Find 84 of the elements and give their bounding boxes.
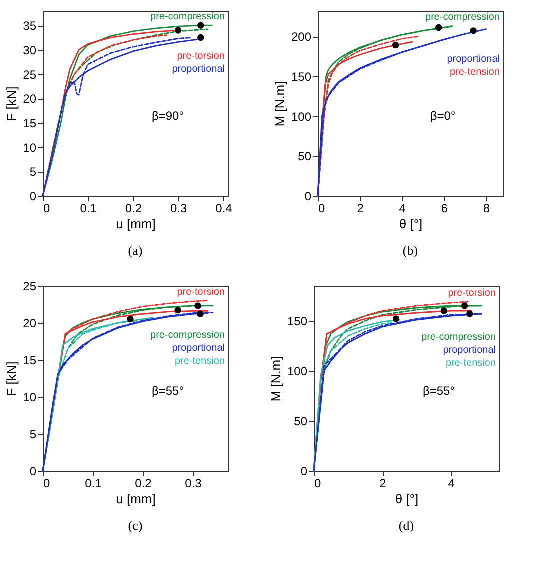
x-axis-title: θ [°]: [399, 216, 423, 232]
text: proportional: [443, 345, 496, 356]
text: proportional: [172, 64, 225, 76]
y-tick-label: 200: [291, 30, 312, 44]
y-tick-label: 100: [287, 364, 308, 378]
text: proportional: [172, 342, 225, 354]
series-label: pre-torsion: [448, 288, 496, 299]
x-axis-title: θ [°]: [395, 492, 419, 506]
y-tick-label: 150: [291, 70, 312, 84]
y-tick-label: 10: [23, 140, 37, 155]
y-tick-label: 10: [23, 390, 37, 404]
x-tick-label: 2: [357, 202, 364, 216]
text: pre-torsion: [177, 51, 225, 62]
text: (b): [402, 243, 418, 258]
y-tick-label: 20: [23, 316, 37, 330]
x-axis-title: u [mm]: [116, 492, 156, 506]
point: [440, 308, 448, 314]
point: [198, 22, 204, 29]
y-tick-label: 0: [30, 190, 37, 204]
x-tick-label: 0.1: [80, 202, 98, 216]
y-tick-label: 50: [298, 150, 312, 164]
y-tick-label: 25: [23, 68, 37, 82]
y-tick-label: 15: [23, 354, 37, 368]
y-tick-label: 0: [304, 190, 312, 204]
series-label: proportional: [447, 54, 500, 66]
x-tick-label: 0.1: [85, 476, 102, 490]
text: pre-compression: [422, 332, 496, 343]
y-tick-label: 150: [287, 314, 308, 328]
point: [461, 302, 468, 310]
y-tick-label: 15: [23, 116, 37, 130]
y-axis-title: F [kN]: [4, 86, 20, 122]
y-tick-label: 0: [30, 464, 37, 478]
y-axis-title: F [kN]: [4, 362, 20, 396]
y-axis-title: M [N.m]: [272, 81, 288, 127]
y-tick-label: 20: [23, 92, 37, 106]
point: [197, 310, 204, 318]
text: pre-tension: [174, 356, 225, 367]
x-tick-label: 4: [448, 476, 456, 490]
x-tick-label: 0: [44, 202, 50, 216]
x-tick-label: 6: [441, 202, 448, 216]
annotation: β=55°: [422, 384, 456, 398]
point: [392, 42, 400, 49]
x-tick-label: 0.4: [216, 202, 233, 216]
annotation: β=0°: [430, 109, 456, 123]
text: pre-tension: [450, 67, 500, 78]
x-tick-label: 4: [399, 202, 406, 216]
x-tick-label: 0: [314, 476, 322, 490]
annotation: β=55°: [152, 384, 184, 398]
point: [392, 316, 400, 322]
annotation: β=90°: [152, 109, 184, 123]
y-axis-title: M [N.m]: [268, 356, 284, 402]
x-tick-label: 0.2: [125, 202, 142, 216]
y-tick-label: 50: [294, 414, 308, 428]
y-tick-label: 5: [30, 428, 37, 442]
text: pre-compression: [150, 330, 225, 341]
y-tick-label: 30: [23, 43, 37, 58]
x-axis-title: u [mm]: [116, 216, 156, 232]
point: [175, 27, 182, 34]
point: [466, 310, 474, 318]
series-label: pre-torsion: [177, 286, 225, 298]
y-tick-label: 25: [23, 280, 37, 294]
x-tick-label: 2: [380, 476, 387, 490]
point: [174, 307, 182, 314]
text: pre-tension: [446, 358, 496, 369]
text: (d): [398, 518, 414, 533]
point: [127, 316, 134, 323]
series-label: pre-compression: [150, 12, 225, 23]
point: [194, 302, 202, 310]
point: [198, 34, 204, 42]
text: (c): [128, 518, 143, 533]
x-tick-label: 0.3: [185, 476, 202, 490]
y-tick-label: 100: [291, 110, 312, 124]
x-tick-label: 0.2: [135, 476, 152, 490]
x-tick-label: 0.3: [170, 202, 188, 216]
y-tick-label: 5: [30, 165, 37, 180]
x-tick-label: 0: [44, 476, 50, 490]
y-tick-label: 0: [300, 464, 308, 478]
series-label: pre-compression: [426, 12, 500, 24]
x-tick-label: 0: [318, 202, 326, 216]
point: [470, 28, 477, 34]
y-tick-label: 35: [23, 19, 37, 34]
x-tick-label: 8: [483, 202, 490, 216]
point: [436, 24, 442, 32]
text: (a): [128, 243, 143, 258]
